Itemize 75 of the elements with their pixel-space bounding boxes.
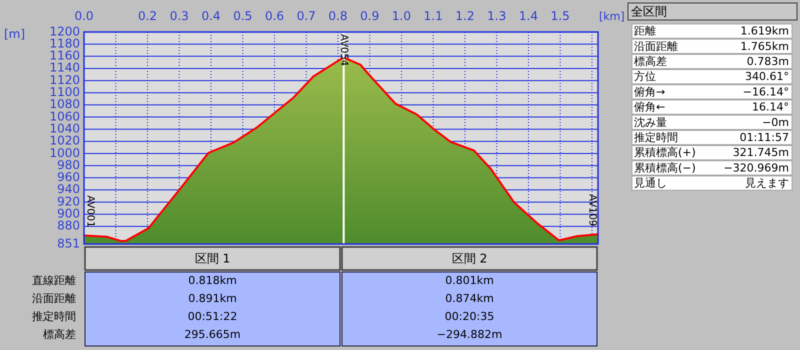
category-label: 累積標高(+): [634, 146, 696, 160]
text: 0.818km: [188, 274, 237, 288]
y-tick-label: 980: [57, 158, 80, 172]
text: 321.745m: [732, 146, 789, 160]
annotation: AV001: [84, 195, 96, 228]
text: −16.14°: [742, 85, 789, 98]
text: 見えます: [745, 176, 789, 190]
category-label: 推定時間: [32, 310, 76, 324]
y-tick-label: 1140: [49, 60, 80, 75]
x-tick-label: 0.4: [201, 9, 221, 23]
x-tick-label: 0.7: [296, 9, 316, 23]
x-tick-label: 0.5: [233, 9, 252, 23]
category-label: 推定時間: [634, 131, 678, 144]
category-label: 俯角←: [634, 100, 666, 114]
y-tick-label: 851: [57, 236, 80, 250]
text: −320.969m: [724, 161, 789, 174]
text: 全区間: [631, 4, 667, 18]
text: 295.665m: [184, 328, 241, 342]
y-tick-label: 1080: [49, 97, 80, 112]
y-tick-label: 1100: [49, 85, 80, 100]
annotation: AV054: [338, 34, 349, 66]
category-label: 方位: [634, 70, 656, 84]
text: 区間 1: [194, 251, 230, 266]
y-tick-label: 1000: [49, 146, 80, 160]
x-tick-label: 0.0: [74, 9, 94, 23]
x-tick-label: 1.3: [487, 9, 506, 23]
x-tick-label: 1.5: [550, 9, 570, 23]
text: −294.882m: [436, 328, 502, 342]
text: −0m: [762, 116, 789, 129]
y-tick-label: 1200: [49, 24, 80, 38]
category-label: 標高差: [634, 55, 667, 68]
text: 16.14°: [752, 100, 789, 114]
x-tick-label: 0.2: [138, 9, 158, 23]
x-tick-label: 0.9: [360, 9, 380, 23]
x-tick-label: 0.8: [328, 9, 348, 23]
y-tick-label: 1020: [49, 134, 80, 148]
annotation: AV109: [586, 194, 598, 226]
x-tick-label: 1.2: [455, 9, 475, 23]
category-label: 沈み量: [634, 116, 667, 129]
y-tick-label: 1040: [49, 121, 80, 136]
y-tick-label: 940: [57, 182, 80, 196]
text: 0.783m: [746, 55, 789, 68]
category-label: 俯角→: [634, 85, 666, 98]
x-tick-label: 0.3: [170, 9, 189, 23]
text: 1.765km: [740, 40, 789, 53]
x-tick-label: 1.0: [392, 9, 412, 23]
text: 0.801km: [445, 274, 494, 288]
category-label: 距離: [634, 24, 656, 38]
category-label: 沿面距離: [32, 292, 76, 306]
y-tick-label: 900: [57, 206, 80, 221]
x-tick-label: 1.1: [424, 9, 443, 23]
y-axis-title: [m]: [4, 27, 26, 41]
text: 00:20:35: [444, 310, 494, 324]
y-tick-label: 1180: [49, 36, 80, 50]
category-label: 直線距離: [32, 274, 76, 288]
text: 0.891km: [188, 292, 237, 306]
text: 01:11:57: [740, 131, 789, 144]
y-tick-label: 1160: [49, 48, 80, 63]
y-tick-label: 1120: [49, 72, 80, 87]
y-tick-label: 920: [57, 194, 80, 208]
text: 00:51:22: [188, 310, 238, 324]
category-label: 標高差: [43, 328, 76, 342]
text: 区間 2: [452, 251, 488, 266]
x-axis-title: [km]: [599, 10, 625, 23]
y-tick-label: 880: [57, 218, 80, 233]
y-tick-label: 1060: [49, 109, 80, 124]
category-label: 沿面距離: [634, 40, 678, 53]
x-tick-label: 0.6: [264, 9, 284, 23]
category-label: 累積標高(−): [634, 161, 696, 174]
text: 1.619km: [740, 24, 789, 38]
category-label: 見通し: [634, 176, 667, 190]
text: 340.61°: [745, 70, 789, 84]
text: 0.874km: [445, 292, 494, 306]
y-tick-label: 960: [57, 170, 80, 184]
x-tick-label: 1.4: [518, 9, 538, 23]
